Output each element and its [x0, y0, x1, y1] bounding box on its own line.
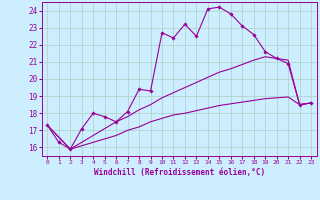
X-axis label: Windchill (Refroidissement éolien,°C): Windchill (Refroidissement éolien,°C): [94, 168, 265, 177]
